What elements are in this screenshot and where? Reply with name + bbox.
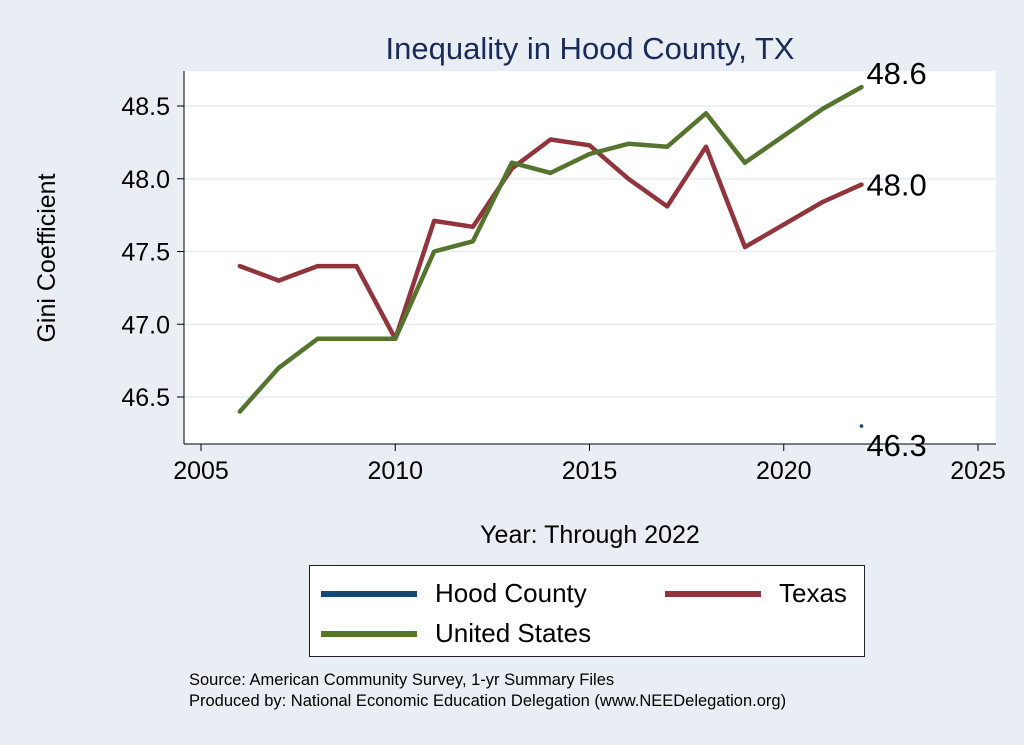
data-point-texas (821, 200, 824, 204)
end-label-hood-county: 46.3 (866, 428, 926, 463)
series-line-united-states (237, 84, 864, 414)
legend-swatch-texas (665, 590, 761, 597)
data-point-united-states (277, 366, 280, 370)
legend-label-united-states: United States (435, 618, 592, 648)
data-point-united-states (821, 107, 824, 111)
y-tick-label: 48.0 (121, 166, 170, 194)
legend-swatch-hood-county (321, 590, 417, 597)
end-label-texas: 48.0 (866, 168, 926, 203)
chart-title: Inequality in Hood County, TX (386, 31, 795, 66)
data-point-texas (666, 205, 669, 208)
legend-item-hood-county: Hood County (321, 578, 587, 609)
legend-label-hood-county: Hood County (435, 578, 587, 608)
data-point-hood-county (859, 424, 864, 428)
data-point-texas (355, 264, 358, 268)
data-point-texas (704, 145, 708, 148)
y-tick-label: 46.5 (121, 384, 170, 412)
x-ticks: 2005 2010 2015 2020 2025 (173, 444, 1006, 485)
data-point-united-states (627, 142, 630, 146)
data-point-united-states (316, 337, 319, 340)
data-point-united-states (355, 337, 358, 340)
data-point-united-states (238, 410, 242, 413)
x-tick-label: 2010 (367, 457, 423, 485)
data-point-united-states (704, 112, 708, 115)
x-tick-label: 2015 (562, 457, 618, 485)
x-axis-label: Year: Through 2022 (480, 521, 700, 549)
x-tick-label: 2025 (950, 457, 1006, 485)
legend-label-texas: Texas (779, 578, 847, 608)
y-ticks: 46.5 47.0 47.5 48.0 48.5 (121, 93, 184, 412)
legend-item-united-states: United States (321, 618, 591, 649)
series-group (237, 84, 864, 428)
data-point-texas (471, 225, 475, 228)
y-tick-label: 47.0 (121, 311, 170, 339)
data-point-texas (743, 245, 747, 249)
legend: Hood County Texas United States (309, 565, 865, 657)
data-point-united-states (471, 240, 475, 243)
footer-produced-by: Produced by: National Economic Education… (189, 692, 787, 710)
x-tick-label: 2020 (756, 457, 812, 485)
y-tick-label: 48.5 (121, 93, 170, 121)
data-point-texas (860, 183, 863, 186)
data-point-united-states (743, 161, 747, 164)
data-point-united-states (510, 161, 513, 164)
line-chart: 46.5 47.0 47.5 48.0 48.5 2005 2010 2015 2020 202… (33, 31, 1006, 549)
data-point-united-states (860, 85, 863, 89)
data-point-texas (549, 138, 552, 141)
data-point-united-states (394, 337, 397, 340)
data-point-united-states (549, 171, 552, 175)
plot-area (184, 71, 996, 444)
data-point-texas (316, 264, 319, 268)
grid-lines (184, 105, 996, 398)
legend-swatch-united-states (321, 630, 417, 637)
y-tick-label: 47.5 (121, 239, 170, 267)
data-point-texas (238, 264, 242, 268)
data-point-texas (432, 219, 436, 223)
end-labels: 46.3 48.0 48.6 (866, 56, 926, 463)
data-point-united-states (666, 145, 669, 148)
data-point-texas (277, 279, 280, 282)
end-label-united-states: 48.6 (866, 56, 926, 91)
y-axis-label: Gini Coefficient (33, 173, 61, 342)
data-point-texas (588, 144, 591, 147)
data-point-texas (627, 177, 630, 180)
data-point-united-states (432, 250, 436, 253)
series-line-texas (237, 137, 864, 342)
data-point-united-states (588, 152, 591, 156)
x-tick-label: 2005 (173, 457, 229, 485)
footer-source: Source: American Community Survey, 1-yr … (189, 671, 615, 689)
legend-item-texas: Texas (665, 578, 847, 609)
